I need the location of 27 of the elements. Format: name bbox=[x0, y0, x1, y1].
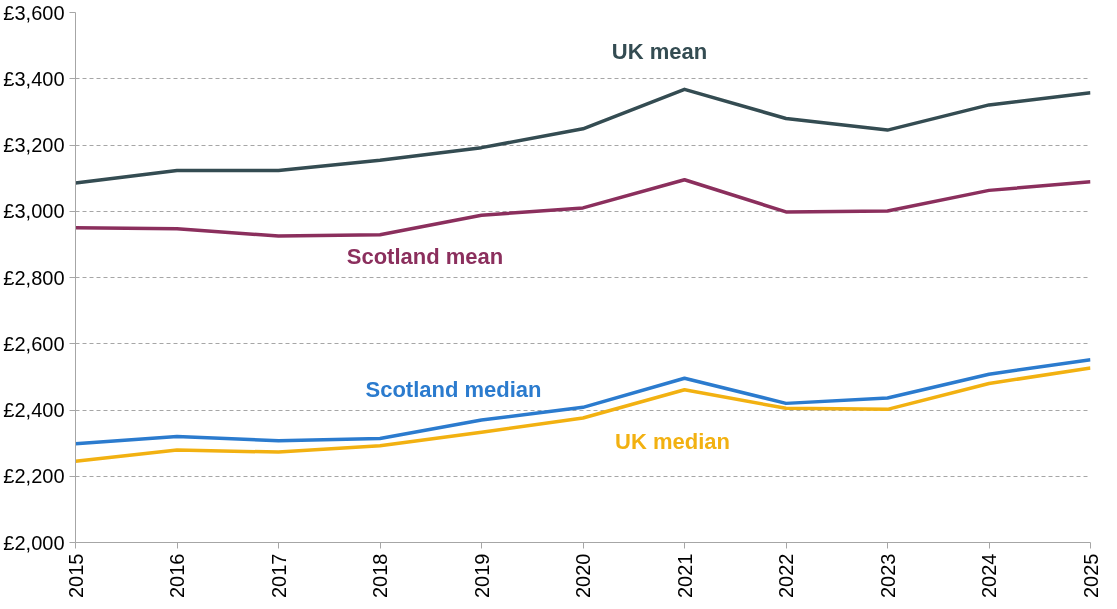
series-label: Scotland mean bbox=[346, 244, 504, 270]
x-tick-label: 2020 bbox=[572, 553, 594, 598]
x-tick-label: 2018 bbox=[369, 553, 391, 598]
line-series bbox=[75, 366, 1091, 464]
x-tick-label: 2024 bbox=[978, 553, 1000, 598]
y-tick-label: £2,000 bbox=[3, 531, 65, 554]
x-tick-label: 2019 bbox=[470, 553, 493, 598]
y-tick-label: £2,200 bbox=[3, 465, 65, 488]
x-tick-label: 2016 bbox=[166, 553, 188, 598]
y-tick-label: £3,600 bbox=[3, 1, 65, 24]
y-tick-label: £2,800 bbox=[3, 266, 65, 289]
y-tick-label: £3,400 bbox=[3, 67, 65, 90]
y-tick-label: £2,600 bbox=[3, 332, 65, 355]
y-tick-label: £3,000 bbox=[3, 200, 65, 223]
x-tick-label: 2021 bbox=[673, 553, 696, 598]
x-tick-label: 2025 bbox=[1079, 553, 1102, 598]
x-tick-label: 2023 bbox=[876, 553, 899, 598]
x-tick-label: 2017 bbox=[267, 553, 290, 598]
line-series bbox=[75, 87, 1091, 185]
y-tick-label: £3,200 bbox=[3, 134, 65, 156]
series-label: UK mean bbox=[611, 38, 708, 64]
series-label: Scotland median bbox=[365, 377, 542, 403]
x-tick-label: 2022 bbox=[775, 553, 797, 598]
series-label: UK median bbox=[615, 429, 730, 455]
x-tick-label: 2015 bbox=[64, 553, 87, 598]
y-tick-label: £2,400 bbox=[3, 399, 65, 421]
line-series bbox=[75, 178, 1091, 238]
